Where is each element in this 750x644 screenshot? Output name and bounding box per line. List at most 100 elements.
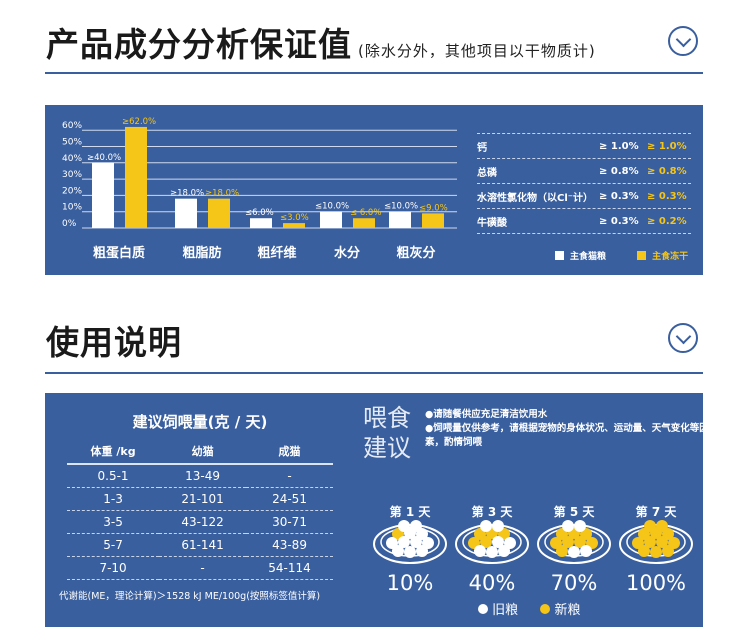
bar-kibble bbox=[175, 198, 197, 228]
grain-dot bbox=[486, 546, 498, 558]
data-label: ≤10.0% bbox=[315, 202, 349, 212]
table-cell: 13-49 bbox=[159, 464, 247, 488]
bar-freeze-dried bbox=[353, 218, 375, 228]
percent-label: 100% bbox=[625, 571, 687, 595]
table-row: 3-5 43-122 30-71 bbox=[67, 510, 333, 534]
usage-panel: 建议饲喂量(克 / 天) 体重 /kg 幼猫 成猫 0.5-1 13-49-1-3… bbox=[45, 393, 709, 627]
data-label: ≥40.0% bbox=[87, 153, 121, 163]
tip: ●饲喂量仅供参考，请根据宠物的身体状况、运动量、天气变化等因素，酌情饲喂 bbox=[425, 423, 709, 448]
grain-dot bbox=[562, 520, 574, 532]
title-text: 产品成分分析保证值 bbox=[46, 25, 352, 64]
table-cell: 7-10 bbox=[67, 556, 160, 580]
grain-dot bbox=[492, 536, 504, 548]
subtitle: (除水分外，其他项目以干物质计) bbox=[358, 42, 596, 60]
grain-dot bbox=[416, 545, 428, 557]
nutrient-name: 钙 bbox=[477, 142, 487, 154]
nutrient-row: 牛磺酸 ≥ 0.3% ≥ 0.2% bbox=[477, 208, 691, 233]
kibble-value: ≥ 0.3% bbox=[599, 215, 639, 227]
percent-label: 10% bbox=[386, 571, 434, 595]
bowl-icon bbox=[537, 520, 611, 564]
percent-label: 40% bbox=[468, 571, 516, 595]
bowl-icon bbox=[373, 520, 447, 564]
x-tick-label: 粗纤维 bbox=[257, 245, 296, 261]
data-label: ≥18.0% bbox=[205, 189, 239, 199]
bar-kibble bbox=[389, 211, 411, 228]
bar-freeze-dried bbox=[125, 126, 147, 228]
grain-dot bbox=[574, 536, 586, 548]
grain-dot bbox=[650, 546, 662, 558]
data-label: ≥18.0% bbox=[170, 189, 204, 199]
bowl-icon bbox=[619, 520, 693, 564]
table-row: 7-10-54-114 bbox=[67, 556, 333, 580]
x-tick-label: 水分 bbox=[334, 245, 360, 261]
energy-note: 代谢能(ME，理论计算)＞1528 kJ ME/100g(按照标签值计算) bbox=[59, 591, 321, 602]
table-cell: 5-7 bbox=[67, 533, 160, 557]
y-tick-label: 10% bbox=[62, 203, 82, 213]
table-cell: - bbox=[159, 556, 247, 580]
x-tick-label: 粗蛋白质 bbox=[93, 245, 145, 261]
transition-day: 第 7 天 100% bbox=[616, 503, 696, 595]
percent-label: 70% bbox=[550, 571, 598, 595]
day-label: 第 7 天 bbox=[635, 505, 677, 519]
table-cell: 61-141 bbox=[159, 533, 247, 557]
grain-dot bbox=[480, 536, 492, 548]
grain-dot bbox=[562, 536, 574, 548]
grain-dot bbox=[656, 520, 668, 532]
y-tick-label: 20% bbox=[62, 186, 82, 196]
chevron-down-icon[interactable] bbox=[668, 323, 698, 353]
legend-label: 主食猫粮 bbox=[570, 252, 607, 262]
divider bbox=[45, 72, 703, 74]
transition-day: 第 3 天 40% bbox=[452, 503, 532, 595]
table-row: 5-7 61-141 43-89 bbox=[67, 533, 333, 557]
grain-dot bbox=[398, 536, 410, 548]
grain-dot bbox=[492, 520, 504, 532]
data-label: ≤10.0% bbox=[384, 202, 418, 212]
table-row: 0.5-1 13-49- bbox=[67, 464, 333, 488]
y-tick-label: 60% bbox=[62, 121, 82, 131]
section-title-usage: 使用说明 bbox=[46, 323, 182, 362]
data-label: ≤3.0% bbox=[280, 213, 309, 223]
legend-item-b: 主食冻干 bbox=[637, 251, 688, 262]
col-header: 成猫 bbox=[246, 441, 333, 465]
bar-kibble bbox=[250, 218, 272, 228]
bar-kibble bbox=[320, 211, 342, 228]
nutrient-name: 牛磺酸 bbox=[477, 217, 507, 229]
legend-old: 旧粮 bbox=[492, 603, 519, 618]
y-tick-label: 40% bbox=[62, 154, 82, 164]
advice-title-1: 喂食 bbox=[363, 404, 411, 432]
y-tick-label: 0% bbox=[62, 219, 77, 229]
data-label: ≤9.0% bbox=[419, 203, 448, 213]
grain-dot bbox=[410, 520, 422, 532]
grain-dot bbox=[404, 546, 416, 558]
chart-legend: 主食猫粮 主食冻干 bbox=[555, 249, 688, 262]
advice-tips: ●请随餐供应充足清洁饮用水 ●饲喂量仅供参考，请根据宠物的身体状况、运动量、天气… bbox=[425, 408, 710, 450]
bar-chart: 60% 50% 40% 30% 20% 10% 0% ≥40.0% ≥62.0% 粗蛋白质 ≥18.… bbox=[45, 105, 465, 275]
advice-heading: 喂食 建议 bbox=[363, 403, 411, 463]
x-tick-label: 粗灰分 bbox=[396, 245, 435, 261]
legend-item-a: 主食猫粮 bbox=[555, 251, 607, 262]
chevron-down-icon[interactable] bbox=[668, 26, 698, 56]
data-label: ≥62.0% bbox=[122, 117, 156, 127]
kibble-value: ≥ 1.0% bbox=[599, 140, 639, 152]
analysis-panel: 60% 50% 40% 30% 20% 10% 0% ≥40.0% ≥62.0% 粗蛋白质 ≥18.… bbox=[45, 105, 703, 275]
kibble-value: ≥ 0.8% bbox=[599, 165, 639, 177]
grain-dot bbox=[410, 536, 422, 548]
table-cell: 3-5 bbox=[67, 510, 160, 534]
transition-day: 第 5 天 70% bbox=[534, 503, 614, 595]
nutrient-row: 钙 ≥ 1.0% ≥ 1.0% bbox=[477, 133, 691, 158]
bar-freeze-dried bbox=[283, 223, 305, 228]
old-grain-dot-icon bbox=[478, 604, 488, 614]
grain-dot bbox=[574, 520, 586, 532]
grain-legend: 旧粮 新粮 bbox=[478, 599, 580, 618]
nutrient-name: 总磷 bbox=[477, 167, 497, 179]
data-label: ≤ 6.0% bbox=[350, 208, 381, 218]
table-row: 1-3 21-101 24-51 bbox=[67, 487, 333, 511]
table-cell: 21-101 bbox=[159, 487, 247, 511]
nutrient-table: 钙 ≥ 1.0% ≥ 1.0% 总磷 ≥ 0.8% ≥ 0.8% 水溶性氯化物（以Cl⁻计）… bbox=[477, 133, 691, 234]
freeze-dried-value: ≥ 0.8% bbox=[647, 165, 687, 177]
table-cell: 0.5-1 bbox=[67, 464, 160, 488]
nutrient-row: 水溶性氯化物（以Cl⁻计） ≥ 0.3% ≥ 0.3% bbox=[477, 183, 691, 208]
divider bbox=[45, 372, 703, 374]
table-cell: 54-114 bbox=[246, 556, 333, 580]
day-label: 第 5 天 bbox=[553, 505, 595, 519]
